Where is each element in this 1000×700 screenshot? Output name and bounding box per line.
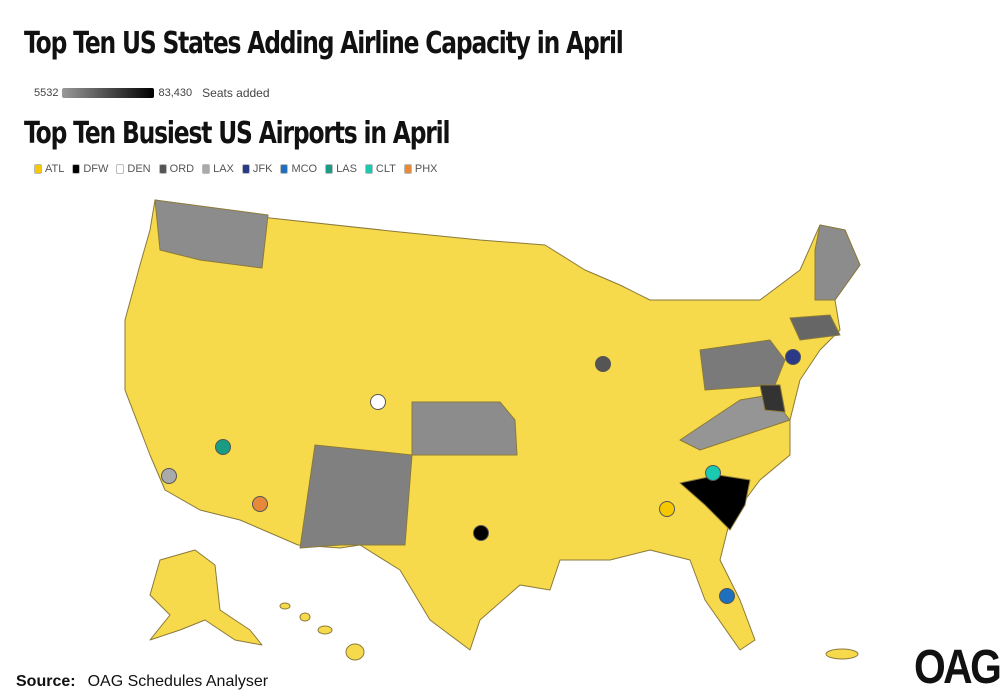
legend-swatch [325, 164, 334, 174]
subtitle: Top Ten Busiest US Airports in April [24, 116, 451, 151]
legend-item: PHX [403, 163, 438, 175]
legend-label: JFK [252, 163, 273, 175]
legend-item: DFW [72, 163, 108, 175]
state-me [814, 224, 861, 301]
airport-marker [785, 349, 801, 365]
legend-label: LAX [213, 163, 234, 175]
legend-swatch [241, 164, 250, 174]
title: Top Ten US States Adding Airline Capacit… [24, 26, 624, 61]
florida-keys [825, 648, 859, 660]
legend-item: LAX [202, 163, 234, 175]
legend-label: ATL [45, 163, 65, 175]
scale-max: 83,430 [158, 87, 193, 99]
legend-label: ORD [169, 163, 195, 175]
legend-label: PHX [414, 163, 438, 175]
airport-marker [473, 525, 489, 541]
legend-item: CLT [364, 163, 396, 175]
legend-swatch [280, 164, 289, 174]
alaska [149, 549, 263, 646]
scale-gradient [62, 88, 155, 98]
legend-item: ATL [34, 163, 64, 175]
legend-label: DEN [127, 163, 151, 175]
legend-label: CLT [375, 163, 396, 175]
state-wa [154, 199, 269, 269]
airport-marker [252, 496, 268, 512]
legend-item: LAS [325, 163, 357, 175]
legend-swatch [403, 164, 412, 174]
airport-marker [370, 394, 386, 410]
state-ma [789, 314, 841, 341]
airport-marker [705, 465, 721, 481]
source: Source: OAG Schedules Analyser [16, 673, 268, 691]
scale-min: 5532 [34, 87, 59, 99]
legend-swatch [364, 164, 373, 174]
hawaii [279, 602, 365, 661]
state-ks [411, 401, 518, 456]
capacity-scale: 5532 83,430 Seats added [34, 86, 270, 100]
legend-label: LAS [336, 163, 357, 175]
legend-swatch [34, 164, 42, 174]
airport-marker [215, 439, 231, 455]
scale-label: Seats added [202, 86, 270, 100]
legend-item: ORD [158, 163, 195, 175]
state-nm [299, 444, 413, 549]
state-pa [699, 339, 786, 391]
airport-legend: ATL DFW DEN ORD LAX JFK MCO LAS CLT PHX [34, 163, 438, 175]
airport-marker [719, 588, 735, 604]
legend-swatch [202, 164, 211, 174]
airport-marker [595, 356, 611, 372]
source-text: OAG Schedules Analyser [87, 673, 269, 690]
airport-marker [659, 501, 675, 517]
legend-label: MCO [291, 163, 318, 175]
logo: OAG [914, 641, 1000, 694]
state-md [759, 384, 786, 413]
legend-swatch [158, 164, 167, 174]
legend-item: DEN [116, 163, 151, 175]
legend-item: MCO [280, 163, 317, 175]
legend-swatch [116, 164, 125, 174]
legend-label: DFW [83, 163, 109, 175]
legend-swatch [72, 164, 81, 174]
source-label: Source: [16, 673, 76, 690]
legend-item: JFK [241, 163, 273, 175]
airport-marker [161, 468, 177, 484]
